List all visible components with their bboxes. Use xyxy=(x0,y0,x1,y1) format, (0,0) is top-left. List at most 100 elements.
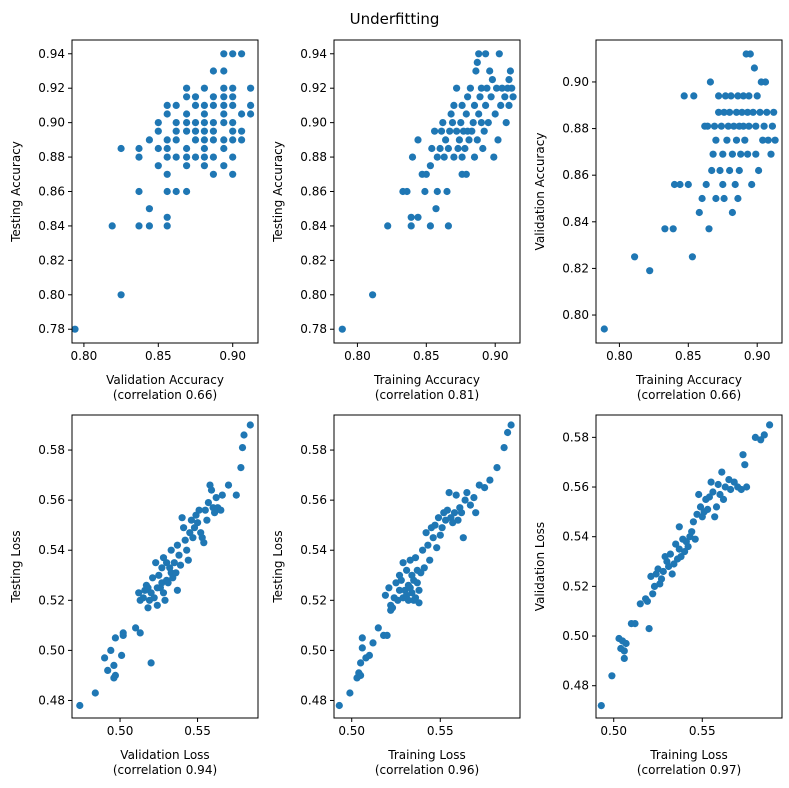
data-point xyxy=(752,150,760,158)
data-point xyxy=(459,534,467,542)
data-point xyxy=(734,194,742,203)
y-tick-label: 0.50 xyxy=(38,643,65,657)
data-point xyxy=(710,122,719,130)
data-point xyxy=(172,153,180,161)
data-point xyxy=(358,634,366,642)
data-point xyxy=(495,50,503,58)
y-tick-label: 0.80 xyxy=(562,308,589,322)
data-point xyxy=(200,110,208,118)
y-tick-label: 0.78 xyxy=(300,322,327,336)
data-point xyxy=(469,119,477,127)
data-point xyxy=(433,544,441,552)
x-tick-label: 0.90 xyxy=(744,349,771,363)
data-point xyxy=(475,50,483,58)
data-point xyxy=(509,93,517,101)
data-point xyxy=(434,514,443,522)
correlation-label: (correlation 0.66) xyxy=(113,388,217,402)
data-point xyxy=(172,187,180,196)
data-point xyxy=(135,187,143,196)
data-point xyxy=(426,556,434,564)
data-point xyxy=(727,485,735,494)
data-point xyxy=(712,503,721,511)
data-point xyxy=(721,92,730,100)
x-axis-label: Validation Loss xyxy=(120,748,209,762)
data-point xyxy=(246,421,254,429)
data-point xyxy=(229,93,237,101)
data-point xyxy=(454,144,462,153)
x-tick-label: 0.80 xyxy=(606,349,633,363)
data-point xyxy=(229,101,237,109)
data-point xyxy=(173,586,181,594)
x-tick-label: 0.50 xyxy=(107,724,134,738)
data-point xyxy=(383,631,391,640)
x-tick-label: 0.55 xyxy=(427,724,454,738)
data-point xyxy=(191,119,200,127)
data-point xyxy=(229,170,237,178)
y-tick-label: 0.80 xyxy=(300,288,327,302)
data-point xyxy=(183,162,191,170)
data-point xyxy=(447,110,455,118)
y-tick-label: 0.54 xyxy=(562,530,589,544)
data-point xyxy=(704,122,712,130)
data-point xyxy=(684,543,692,551)
data-point xyxy=(422,170,430,178)
data-point xyxy=(486,476,494,484)
subplot-3: 0.80 0.85 0.900.800.820.840.860.880.90Trai… xyxy=(533,39,783,402)
data-point xyxy=(720,108,728,116)
data-point xyxy=(200,136,208,144)
data-point xyxy=(760,122,768,130)
data-point xyxy=(731,180,739,189)
y-tick-label: 0.86 xyxy=(38,185,65,199)
data-point xyxy=(689,518,698,526)
data-point xyxy=(101,654,109,662)
data-point xyxy=(669,225,677,233)
data-point xyxy=(476,93,484,101)
data-point xyxy=(483,84,491,92)
data-point xyxy=(475,110,483,118)
data-point xyxy=(420,564,428,572)
data-point xyxy=(720,194,728,203)
y-axis-label: Testing Accuracy xyxy=(271,141,285,243)
y-tick-label: 0.86 xyxy=(562,168,589,182)
data-point xyxy=(676,180,684,189)
data-point xyxy=(661,225,669,233)
data-point xyxy=(108,222,116,230)
y-tick-label: 0.80 xyxy=(38,288,65,302)
data-point xyxy=(200,127,208,135)
data-point xyxy=(426,162,434,170)
data-point xyxy=(111,634,119,642)
data-point xyxy=(139,594,147,602)
scatter-points xyxy=(597,421,774,710)
data-point xyxy=(145,222,153,230)
data-point xyxy=(672,540,680,548)
data-point xyxy=(446,127,454,135)
data-point xyxy=(220,119,228,127)
x-tick-label: 0.50 xyxy=(600,724,627,738)
x-tick-label: 0.90 xyxy=(219,349,246,363)
data-point xyxy=(152,559,160,567)
data-point xyxy=(473,58,481,66)
data-point xyxy=(399,559,407,567)
data-point xyxy=(173,541,181,549)
data-point xyxy=(238,110,246,118)
y-axis-label: Validation Loss xyxy=(533,522,547,611)
x-tick-label: 0.85 xyxy=(145,349,172,363)
data-point xyxy=(739,122,748,130)
data-point xyxy=(388,604,397,612)
data-point xyxy=(229,127,237,135)
data-point xyxy=(748,180,756,189)
data-point xyxy=(457,509,466,517)
data-point xyxy=(135,589,143,597)
x-tick-label: 0.80 xyxy=(71,349,98,363)
data-point xyxy=(472,67,480,75)
x-tick-label: 0.50 xyxy=(338,724,365,738)
data-point xyxy=(229,119,237,127)
data-point xyxy=(450,509,459,517)
data-point xyxy=(608,672,616,680)
correlation-label: (correlation 0.81) xyxy=(375,388,479,402)
data-point xyxy=(463,489,471,497)
y-tick-label: 0.88 xyxy=(562,122,589,136)
data-point xyxy=(432,205,440,213)
data-point xyxy=(484,119,492,127)
data-point xyxy=(238,50,246,58)
